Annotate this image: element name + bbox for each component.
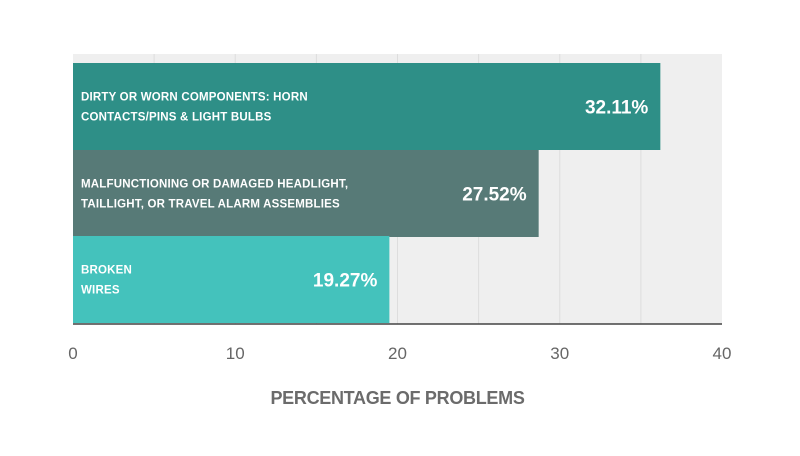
x-tick-label: 40 <box>713 344 732 363</box>
bar-category-label: DIRTY OR WORN COMPONENTS: HORN CONTACTS/P… <box>81 92 308 124</box>
x-tick-label: 30 <box>550 344 569 363</box>
bars: DIRTY OR WORN COMPONENTS: HORN CONTACTS/P… <box>73 63 661 323</box>
bar <box>73 63 661 150</box>
bar-value-label: 19.27% <box>313 271 378 292</box>
x-tick-label: 10 <box>226 344 245 363</box>
x-axis-title: PERCENTAGE OF PROBLEMS <box>270 388 524 408</box>
bar-category-label: MALFUNCTIONING OR DAMAGED HEADLIGHT, TAIL… <box>81 179 348 211</box>
bar-category-label: BROKEN WIRES <box>81 265 132 297</box>
bar <box>73 150 539 237</box>
x-tick-label: 0 <box>68 344 77 363</box>
bar-value-label: 32.11% <box>585 98 648 119</box>
bar <box>73 236 390 323</box>
bar-value-label: 27.52% <box>462 185 527 206</box>
x-tick-label: 20 <box>388 344 407 363</box>
x-tick-labels: 0 10 20 30 40 <box>68 344 731 363</box>
